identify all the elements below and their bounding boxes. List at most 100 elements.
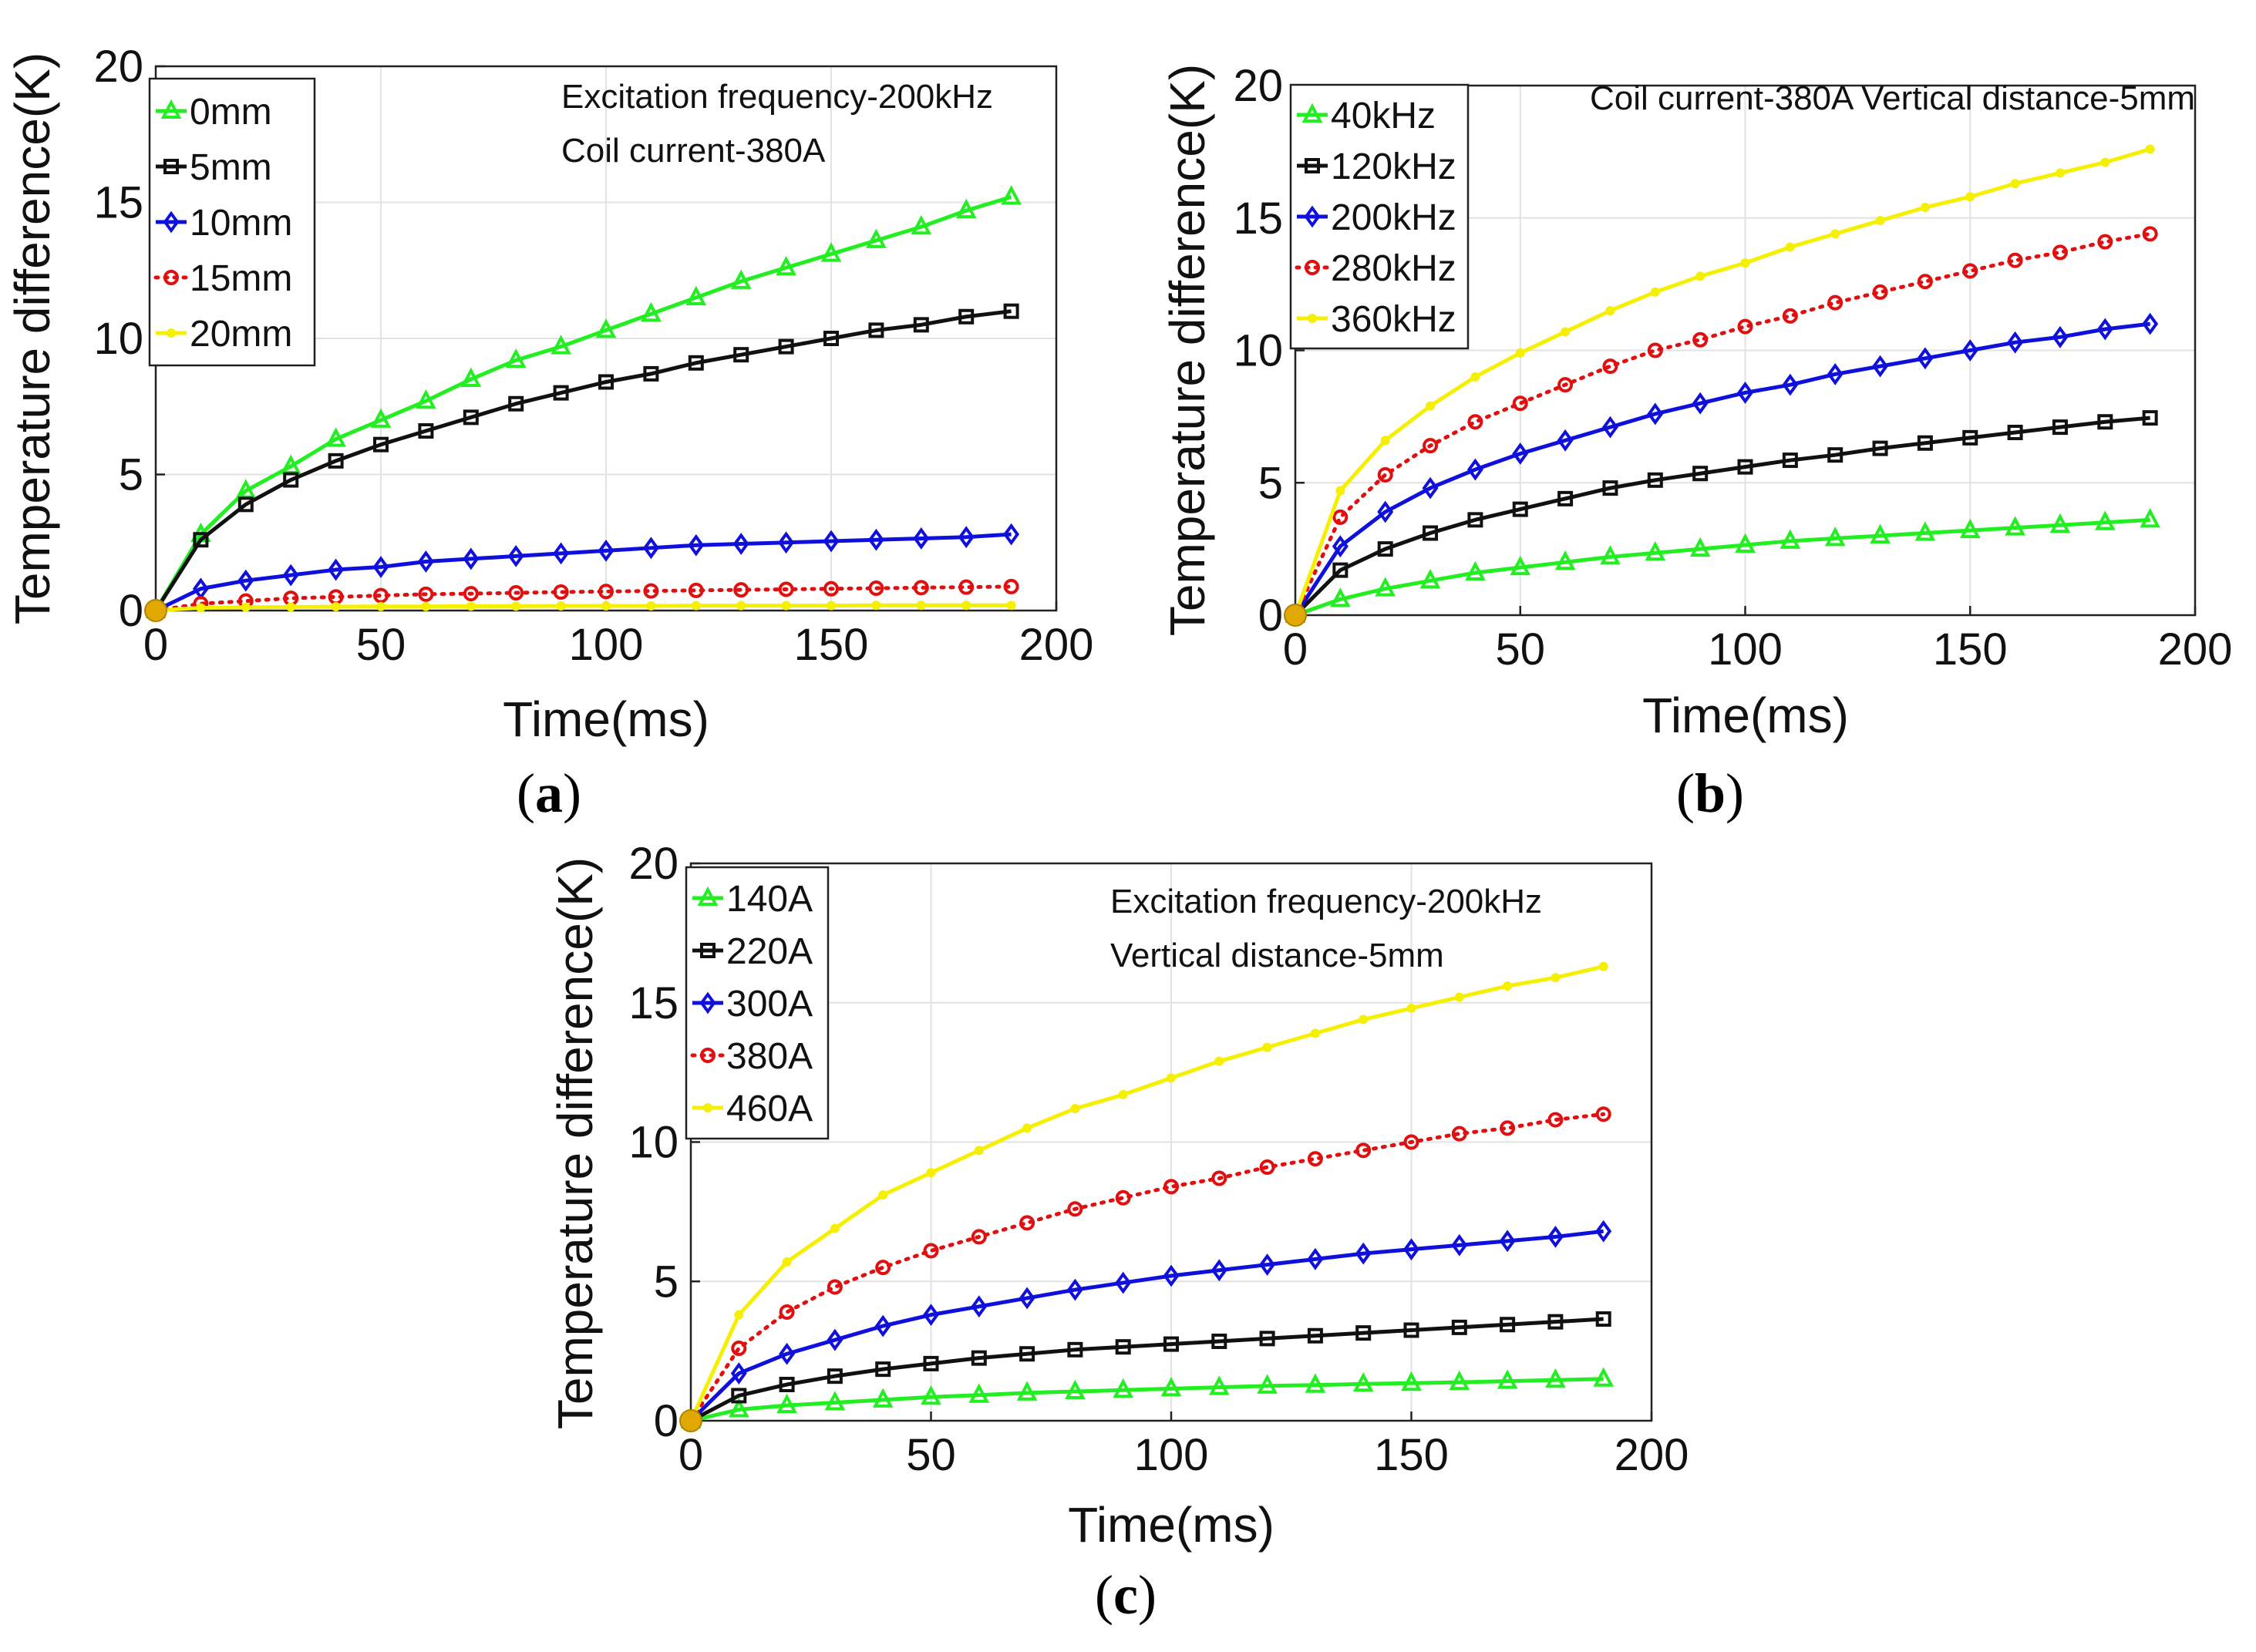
data-point	[1449, 1370, 1470, 1391]
data-point	[643, 583, 659, 599]
data-point	[1499, 1230, 1516, 1253]
series-line	[689, 1112, 1606, 1423]
data-point	[1827, 447, 1844, 463]
x-tick-label: 50	[1495, 624, 1545, 675]
legend-marker	[700, 1048, 716, 1063]
data-point	[1115, 1189, 1131, 1206]
data-point	[874, 1314, 891, 1337]
data-point	[691, 601, 701, 611]
data-point	[734, 1310, 744, 1320]
data-point	[1257, 1374, 1278, 1394]
data-point	[331, 602, 341, 612]
data-point	[511, 601, 521, 611]
series-line	[690, 1377, 1604, 1423]
data-point	[2096, 318, 2113, 341]
data-point	[1961, 339, 1978, 362]
data-point	[2142, 312, 2159, 335]
data-point	[463, 409, 479, 426]
legend-marker	[163, 159, 179, 174]
data-point	[971, 1229, 987, 1245]
data-point	[688, 355, 704, 371]
data-point	[193, 532, 209, 548]
data-point	[598, 374, 614, 390]
data-point	[1454, 992, 1464, 1002]
x-axis-label: Time(ms)	[1642, 688, 1849, 743]
legend-marker	[1305, 158, 1320, 173]
data-point	[1561, 327, 1571, 337]
series-line	[1295, 517, 2150, 617]
data-point	[2140, 508, 2160, 528]
data-point	[867, 528, 884, 551]
data-point	[1557, 429, 1574, 452]
legend-label: 140A	[726, 879, 813, 920]
legend-label: 0mm	[190, 92, 272, 133]
data-point	[958, 308, 975, 325]
data-point	[1335, 486, 1345, 496]
data-point	[2052, 419, 2068, 436]
series-220A	[683, 1311, 1611, 1428]
annotation-text: Coil current-380A Vertical distance-5mm	[1590, 79, 2195, 117]
data-point	[1403, 1134, 1419, 1150]
x-tick-label: 150	[1374, 1430, 1449, 1480]
data-point	[730, 1362, 747, 1385]
data-point	[1830, 229, 1840, 239]
data-point	[1512, 442, 1529, 465]
data-point	[417, 550, 434, 573]
data-point	[1259, 1331, 1275, 1347]
data-point	[827, 601, 836, 611]
data-point	[460, 367, 482, 387]
legend-marker	[163, 270, 179, 285]
data-point	[1377, 541, 1393, 557]
data-point	[1019, 1287, 1035, 1310]
data-point	[1598, 961, 1608, 971]
annotation-text: Coil current-380A	[561, 132, 826, 170]
data-point	[1307, 1247, 1324, 1270]
legend-label: 120kHz	[1331, 146, 1456, 187]
data-point	[728, 1398, 749, 1418]
series-280kHz	[1288, 226, 2158, 623]
data-point	[2005, 516, 2025, 536]
data-point	[1500, 1120, 1516, 1136]
y-tick-label: 0	[1258, 590, 1283, 641]
data-point	[923, 1243, 939, 1259]
x-tick-label: 0	[1283, 624, 1308, 675]
data-point	[373, 436, 389, 453]
data-point	[373, 587, 389, 604]
data-point	[1423, 438, 1439, 454]
data-point	[2097, 234, 2113, 250]
data-point	[1307, 1151, 1323, 1167]
legend-label: 5mm	[190, 147, 272, 188]
y-tick-label: 15	[1233, 193, 1283, 244]
y-tick-label: 5	[1258, 458, 1283, 508]
series-line	[153, 195, 1012, 612]
data-point	[776, 1393, 797, 1414]
data-point	[507, 544, 524, 567]
legend-marker	[700, 943, 716, 958]
data-point	[733, 347, 749, 363]
data-point	[1827, 363, 1844, 385]
chart-panel-c: 0 50 100 150 200 0 5 10 15 20 Time(ms) Temperature …	[547, 839, 1689, 1626]
y-tick-label: 10	[1233, 326, 1283, 376]
data-point	[1605, 305, 1615, 315]
data-point	[961, 601, 971, 611]
data-point	[923, 1304, 939, 1327]
data-point	[372, 556, 389, 578]
data-point	[1647, 472, 1663, 488]
data-point	[913, 317, 929, 333]
legend-label: 300A	[726, 984, 813, 1025]
data-point	[1375, 577, 1396, 597]
data-point	[466, 601, 476, 611]
data-point	[779, 1304, 795, 1321]
data-point	[2052, 325, 2069, 348]
data-point	[1406, 1003, 1416, 1013]
data-point	[463, 586, 479, 602]
legend-marker	[1301, 103, 1323, 123]
data-point	[1359, 1014, 1369, 1025]
data-point	[1647, 402, 1664, 426]
legend-label: 460A	[726, 1088, 813, 1129]
data-point	[1551, 973, 1561, 983]
data-point	[1689, 537, 1711, 557]
x-tick-label: 200	[1615, 1430, 1689, 1480]
origin-point	[679, 1409, 702, 1432]
data-point	[1067, 1341, 1083, 1358]
